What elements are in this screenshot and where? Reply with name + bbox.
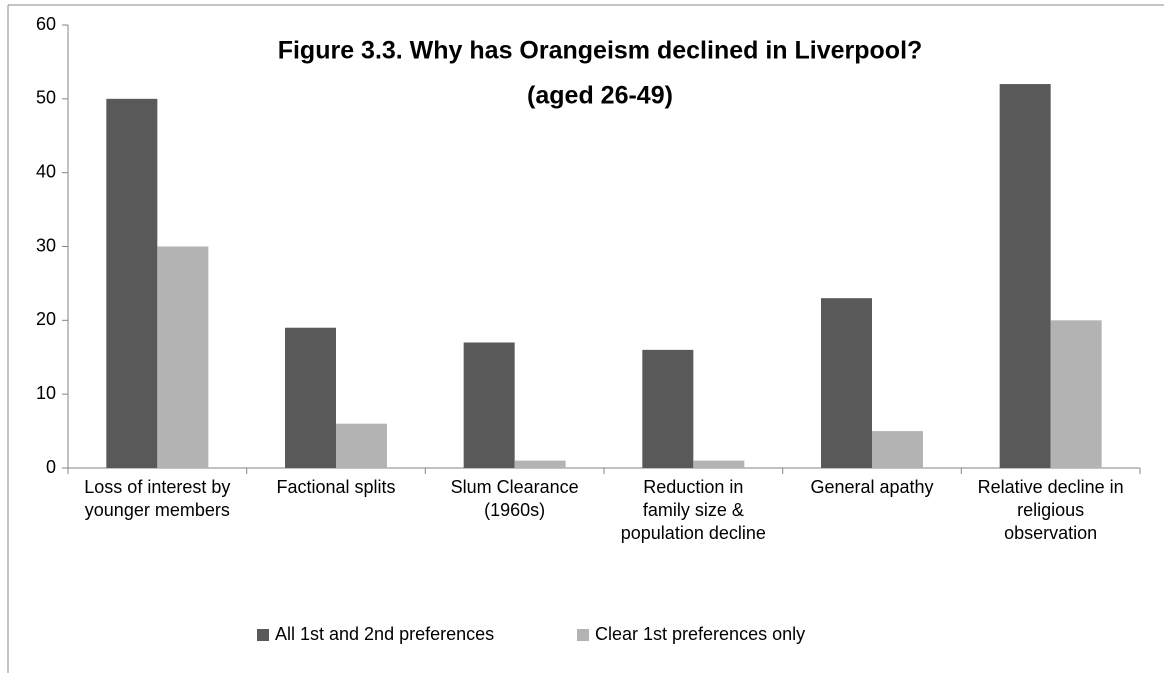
x-tick-label: Reduction in family size & population de… xyxy=(620,477,766,543)
bar xyxy=(285,327,336,468)
bar xyxy=(999,84,1051,469)
bar xyxy=(872,431,923,468)
x-tick-label: General apathy xyxy=(810,477,934,497)
y-tick-label: 50 xyxy=(36,88,56,108)
y-tick-label: 40 xyxy=(36,161,56,181)
chart-title: Figure 3.3. Why has Orangeism declined i… xyxy=(278,37,923,65)
x-tick-label: Loss of interest by younger members xyxy=(84,477,231,520)
legend-swatch xyxy=(577,629,589,641)
bar xyxy=(821,298,872,468)
x-tick-label: Slum Clearance (1960s) xyxy=(450,477,579,520)
bar xyxy=(514,460,566,468)
bar xyxy=(642,349,694,468)
bar xyxy=(1050,320,1102,468)
legend-swatch xyxy=(257,629,269,641)
bar xyxy=(157,246,209,468)
bar xyxy=(693,460,745,468)
y-tick-label: 30 xyxy=(36,235,56,255)
bar xyxy=(336,423,387,468)
y-tick-label: 60 xyxy=(36,14,56,34)
bar xyxy=(106,98,158,468)
x-tick-label: Factional splits xyxy=(276,477,396,497)
y-tick-label: 20 xyxy=(36,309,56,329)
chart-title: (aged 26-49) xyxy=(527,82,673,110)
bar xyxy=(463,342,515,468)
legend-label: All 1st and 2nd preferences xyxy=(275,624,494,644)
y-tick-label: 10 xyxy=(36,383,56,403)
legend-label: Clear 1st preferences only xyxy=(595,624,805,644)
x-tick-label: Relative decline in religious observatio… xyxy=(977,477,1124,543)
y-tick-label: 0 xyxy=(46,457,56,477)
